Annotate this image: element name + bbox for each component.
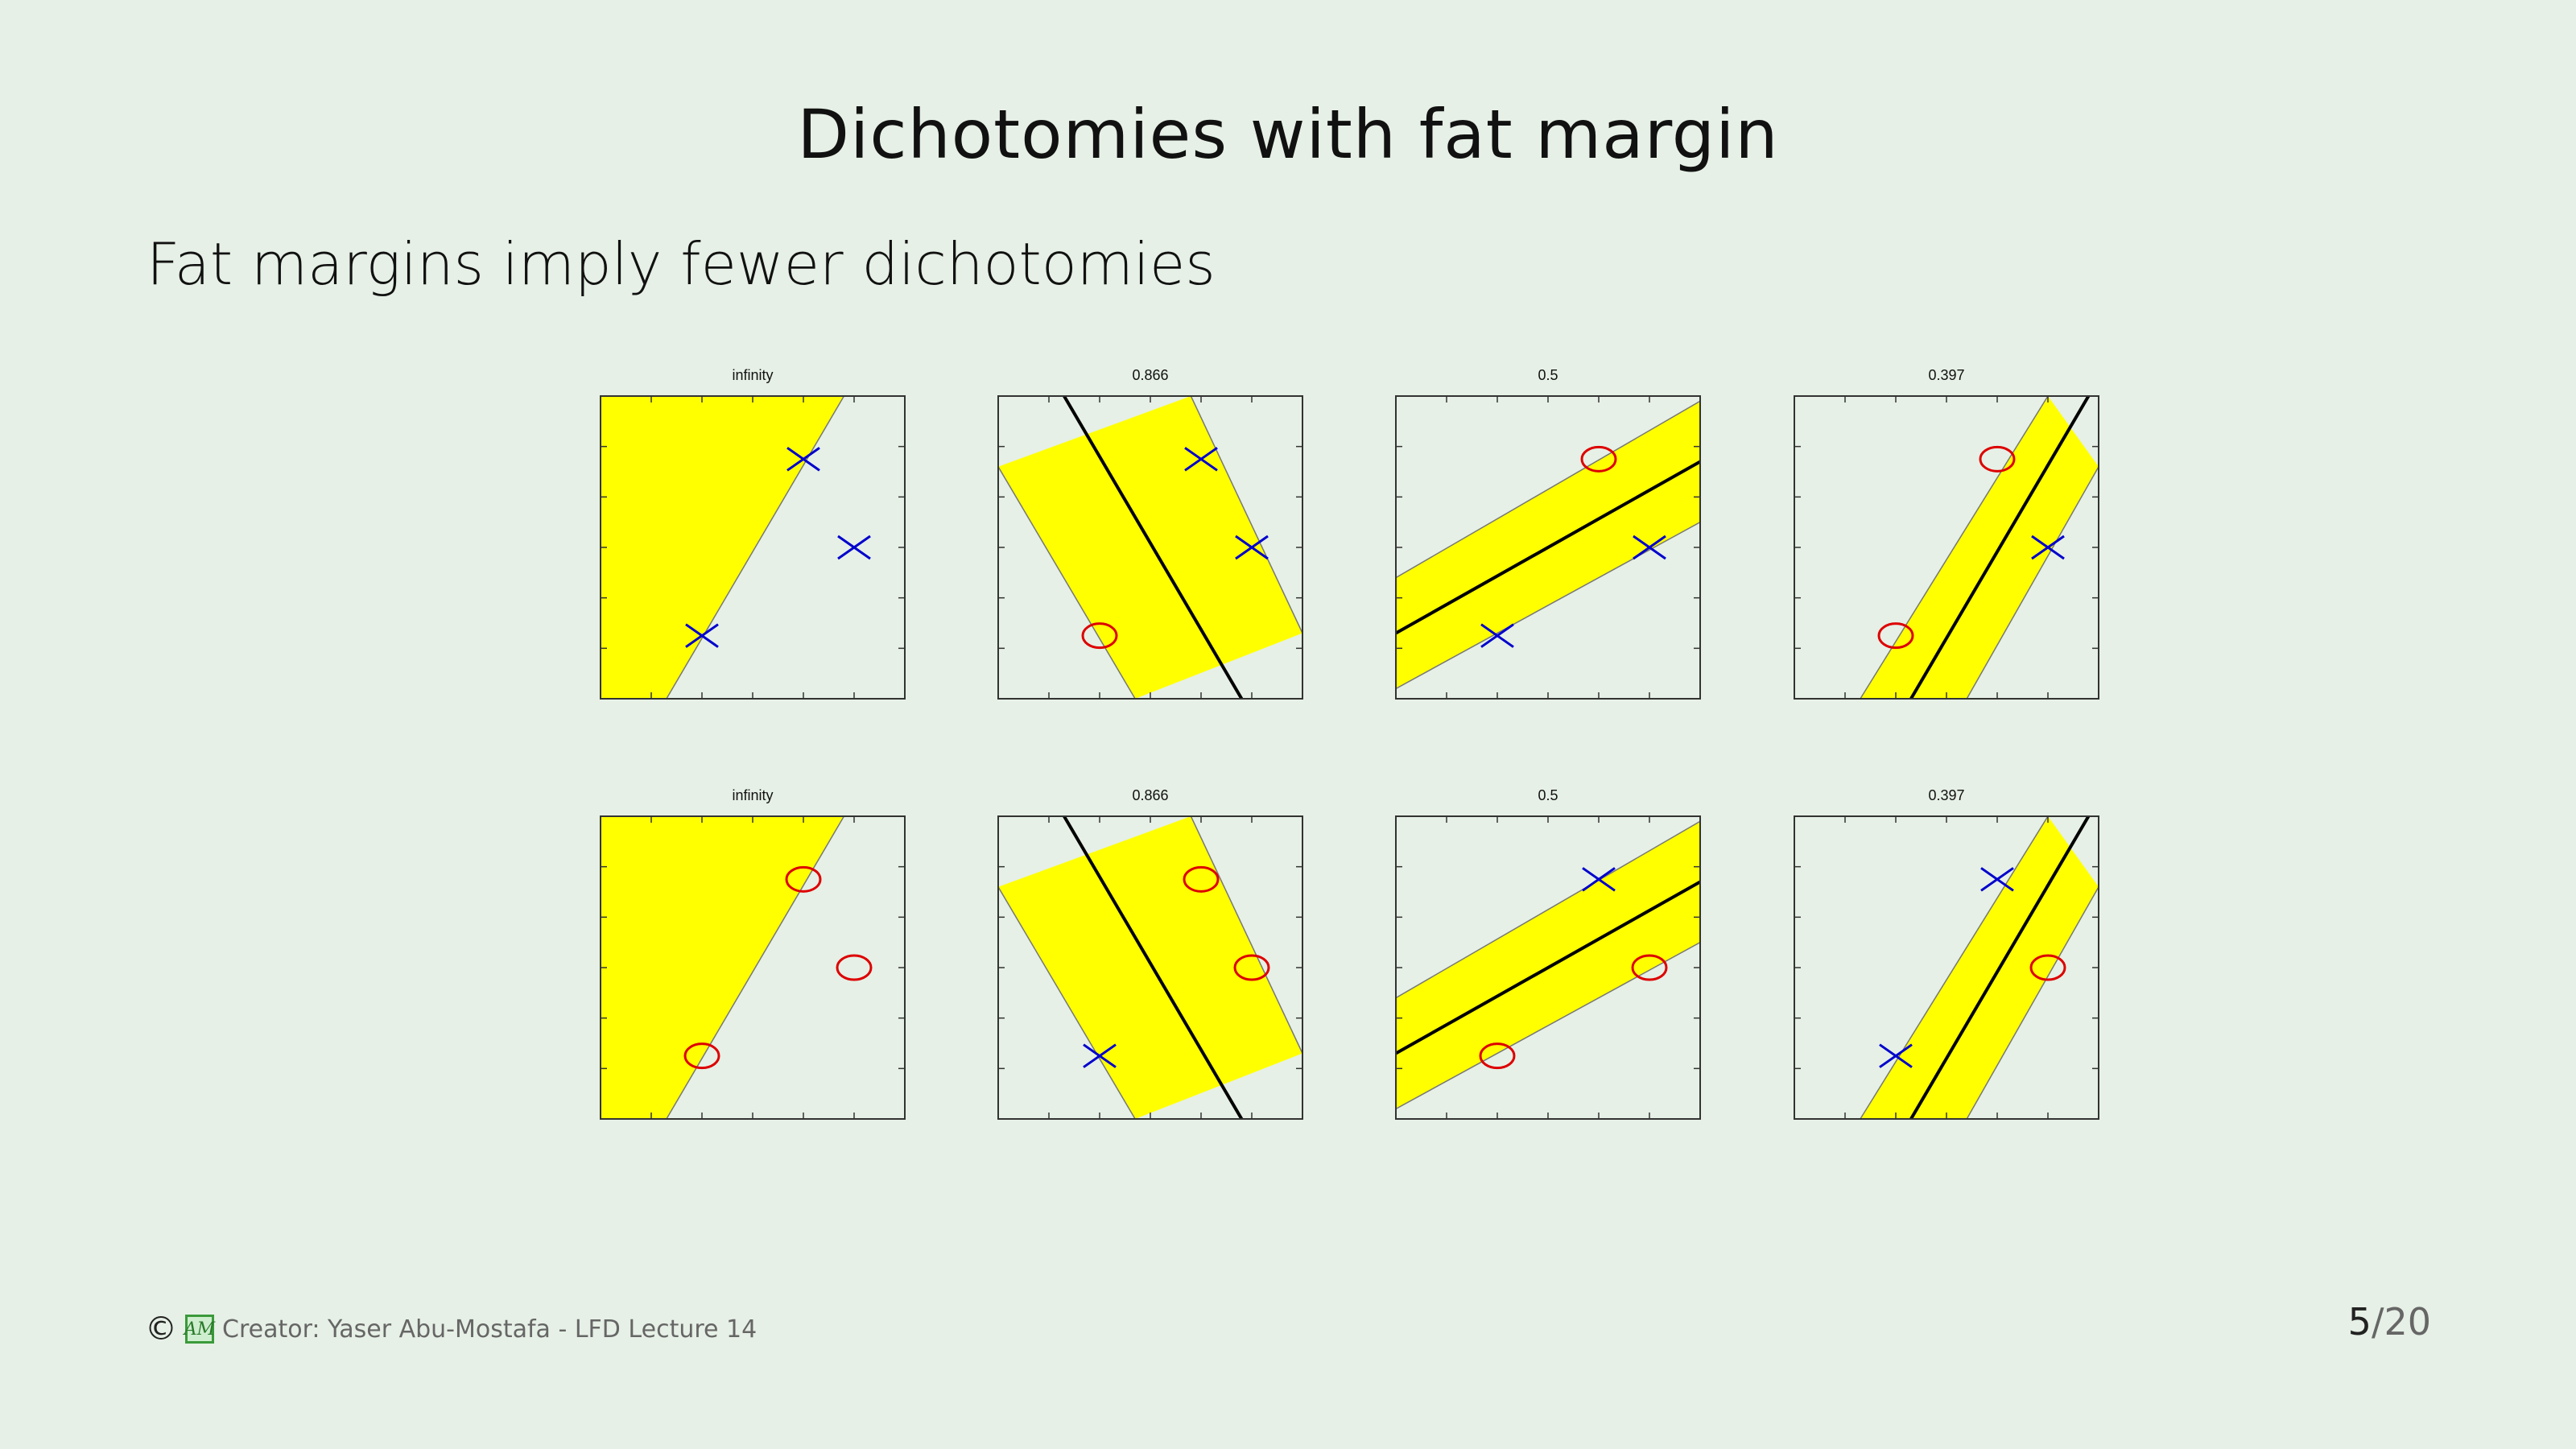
margin-edge — [1966, 886, 2099, 1119]
panel-5: infinity — [600, 787, 906, 1120]
circle-point — [1479, 1042, 1516, 1070]
circle-point — [1580, 445, 1617, 473]
cross-point — [1083, 1043, 1117, 1068]
panel-3: 0.5 — [1395, 367, 1701, 700]
margin-band — [1860, 396, 2099, 699]
slide-title: Dichotomies with fat margin — [797, 95, 1779, 174]
cross-point — [2031, 535, 2065, 560]
margin-region — [601, 816, 845, 1119]
panel-2: 0.866 — [997, 367, 1303, 700]
circle-point — [1631, 954, 1668, 981]
margin-band — [1860, 816, 2099, 1119]
cross-point — [1633, 535, 1666, 560]
separator-line — [1063, 396, 1244, 699]
margin-band — [998, 816, 1302, 1119]
copyright-icon: © — [145, 1311, 177, 1348]
margin-edge — [998, 886, 1136, 1119]
panel-title: 0.5 — [1538, 367, 1558, 383]
circle-point — [683, 1042, 720, 1070]
footer-credit: Creator: Yaser Abu-Mostafa - LFD Lecture… — [222, 1315, 758, 1344]
margin-region — [601, 396, 845, 699]
separator-line — [1063, 816, 1244, 1119]
panel-title: 0.866 — [1132, 787, 1168, 803]
circle-point — [1183, 865, 1220, 893]
cross-point — [1480, 623, 1514, 648]
page-total: 20 — [2384, 1300, 2431, 1344]
slide-subtitle: Fat margins imply fewer dichotomies — [147, 230, 1216, 298]
circle-point — [1979, 445, 2016, 473]
margin-edge — [1966, 466, 2099, 699]
margin-edge — [1396, 400, 1700, 579]
panel-1: infinity — [600, 367, 906, 700]
margin-edge — [1396, 522, 1700, 690]
margin-edge — [1860, 816, 2049, 1119]
margin-edge — [1190, 396, 1302, 634]
margin-edge — [1396, 942, 1700, 1110]
circle-point — [785, 865, 822, 893]
margin-edge — [1190, 816, 1302, 1054]
panel-4: 0.397 — [1794, 367, 2099, 700]
separator-line — [1909, 396, 2091, 699]
cross-point — [1184, 447, 1218, 472]
footer: © AM Creator: Yaser Abu-Mostafa - LFD Le… — [145, 1311, 757, 1348]
page-current: 5 — [2347, 1300, 2372, 1344]
panel-7: 0.5 — [1395, 787, 1701, 1120]
circle-point — [2029, 954, 2066, 981]
circle-point — [1877, 622, 1914, 650]
margin-edge — [998, 466, 1136, 699]
cross-point — [837, 535, 871, 560]
cross-point — [1582, 867, 1616, 892]
cross-point — [1235, 535, 1269, 560]
circle-point — [1233, 954, 1270, 981]
panel-title: 0.866 — [1132, 367, 1168, 383]
panel-8: 0.397 — [1794, 787, 2099, 1120]
panel-title: 0.5 — [1538, 787, 1558, 803]
cross-point — [685, 623, 719, 648]
separator-line — [1909, 816, 2091, 1119]
separator-line — [1396, 880, 1700, 1055]
cross-point — [1879, 1043, 1913, 1068]
page-separator: / — [2371, 1300, 2384, 1344]
cross-point — [786, 447, 820, 472]
margin-band — [998, 396, 1302, 699]
cross-point — [1980, 867, 2014, 892]
margin-band — [1396, 821, 1700, 1109]
margin-edge — [1396, 820, 1700, 999]
margin-band — [1396, 401, 1700, 689]
panel-title: infinity — [732, 787, 773, 803]
circle-point — [836, 954, 873, 981]
logo-icon: AM — [184, 1315, 215, 1344]
panel-title: 0.397 — [1928, 787, 1964, 803]
separator-line — [1396, 460, 1700, 635]
panel-title: infinity — [732, 367, 773, 383]
page-number: 5/20 — [2348, 1300, 2431, 1344]
panel-title: 0.397 — [1928, 367, 1964, 383]
circle-point — [1081, 622, 1118, 650]
panel-6: 0.866 — [997, 787, 1303, 1120]
